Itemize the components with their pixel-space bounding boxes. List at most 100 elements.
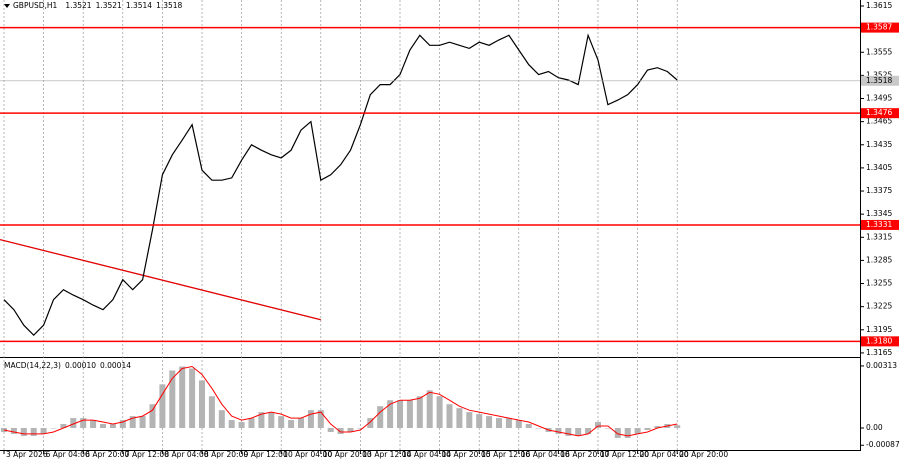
level-label: 1.3476	[866, 108, 892, 117]
macd-bar	[466, 412, 473, 428]
y-tick-label: 1.3345	[866, 209, 892, 218]
x-tick-label: 15 Apr 12:00	[481, 450, 530, 459]
macd-bar	[555, 427, 562, 434]
trend-line	[0, 238, 321, 321]
macd-bar	[327, 427, 334, 432]
y-tick-label: 1.3555	[866, 47, 892, 56]
macd-bar	[129, 416, 136, 428]
macd-bar	[347, 427, 354, 432]
ohlc-value: 1.3514	[126, 1, 152, 10]
macd-bar	[149, 404, 156, 428]
macd-bar	[228, 420, 235, 428]
last-price-box	[861, 75, 899, 86]
x-tick-label: 6 Apr 20:00	[85, 450, 129, 459]
y-tick-label: 1.3615	[866, 1, 892, 10]
y-tick-label: 1.3315	[866, 232, 892, 241]
macd-bar	[505, 418, 512, 428]
macd-bar	[515, 420, 522, 428]
macd-bar	[416, 396, 423, 428]
ohlc-value: 1.3518	[156, 1, 182, 10]
macd-bar	[298, 418, 304, 428]
macd-bar	[119, 420, 126, 428]
y-tick-label: 1.3195	[866, 325, 892, 334]
macd-bar	[10, 427, 17, 434]
x-tick-label: 16 Apr 20:00	[560, 450, 609, 459]
x-tick-label: 9 Apr 12:00	[244, 450, 288, 459]
macd-bar	[307, 410, 314, 428]
level-box	[861, 22, 899, 33]
macd-bar	[575, 427, 582, 436]
level-label: 1.3587	[866, 23, 892, 32]
macd-bar	[139, 416, 146, 428]
ohlc-value: 1.3521	[65, 1, 91, 10]
x-tick-label: 10 Apr 20:00	[323, 450, 372, 459]
macd-bar	[476, 414, 483, 428]
level-label: 1.3180	[866, 336, 892, 345]
y-tick-label: 1.3495	[866, 94, 892, 103]
macd-bar	[317, 410, 324, 428]
x-tick-label: 14 Apr 04:00	[402, 450, 451, 459]
y-tick-label: 1.3285	[866, 255, 892, 264]
macd-bar	[525, 424, 532, 428]
y-tick-label: 1.3255	[866, 279, 892, 288]
macd-bar	[397, 400, 403, 428]
symbol-title: GBPUSD,H1	[13, 1, 58, 10]
x-tick-label: 20 Apr 20:00	[679, 450, 728, 459]
symbol-arrow	[4, 4, 10, 8]
macd-bar	[644, 427, 651, 430]
x-tick-label: 13 Apr 12:00	[362, 450, 411, 459]
macd-bar	[337, 427, 344, 434]
macd-bar	[624, 427, 631, 438]
y-tick-label: 0.00	[866, 423, 883, 432]
macd-bar	[456, 408, 463, 428]
y-tick-label: 1.3465	[866, 117, 892, 126]
macd-bar	[585, 427, 592, 434]
x-tick-label: 6 Apr 04:00	[46, 450, 90, 459]
macd-bar	[208, 396, 215, 428]
level-label: 1.3331	[866, 220, 892, 229]
macd-bar	[535, 427, 542, 429]
macd-bar	[278, 416, 285, 428]
macd-bar	[90, 420, 97, 428]
x-tick-label: 3 Apr 2026	[6, 450, 48, 459]
macd-bar	[248, 418, 255, 428]
macd-bar	[169, 370, 176, 428]
macd-bar	[40, 427, 47, 434]
macd-bar	[496, 418, 502, 428]
x-tick-label: 20 Apr 04:00	[640, 450, 689, 459]
macd-readout: 0.00014	[100, 361, 131, 370]
level-box	[861, 219, 899, 230]
level-box	[861, 108, 899, 119]
macd-bar	[179, 366, 186, 428]
macd-bar	[565, 427, 572, 436]
x-tick-label: 8 Apr 20:00	[204, 450, 248, 459]
macd-bar	[218, 410, 225, 428]
macd-bar	[70, 418, 77, 428]
macd-bar	[377, 406, 384, 428]
y-tick-label: 1.3375	[866, 186, 892, 195]
macd-bar	[238, 422, 245, 428]
x-tick-label: 16 Apr 04:00	[521, 450, 570, 459]
macd-bar	[159, 384, 166, 428]
y-tick-label: 0.00313	[866, 361, 897, 370]
macd-bar	[199, 380, 205, 428]
x-tick-label: 17 Apr 12:00	[600, 450, 649, 459]
x-tick-label: 8 Apr 04:00	[164, 450, 208, 459]
price-line	[3, 33, 678, 337]
macd-bar	[189, 368, 196, 428]
x-tick-label: 14 Apr 20:00	[442, 450, 491, 459]
macd-bar	[486, 416, 493, 428]
macd-bar	[674, 425, 681, 428]
macd-bar	[20, 427, 27, 436]
macd-bar	[446, 404, 453, 428]
y-tick-label: 1.3225	[866, 302, 892, 311]
macd-bar	[634, 427, 641, 434]
macd-bar	[109, 424, 116, 428]
macd-bar	[357, 427, 364, 429]
last-price-label: 1.3518	[866, 76, 892, 85]
macd-bar	[614, 427, 621, 438]
y-tick-label: 1.3525	[866, 70, 892, 79]
y-tick-label: 1.3405	[866, 163, 892, 172]
